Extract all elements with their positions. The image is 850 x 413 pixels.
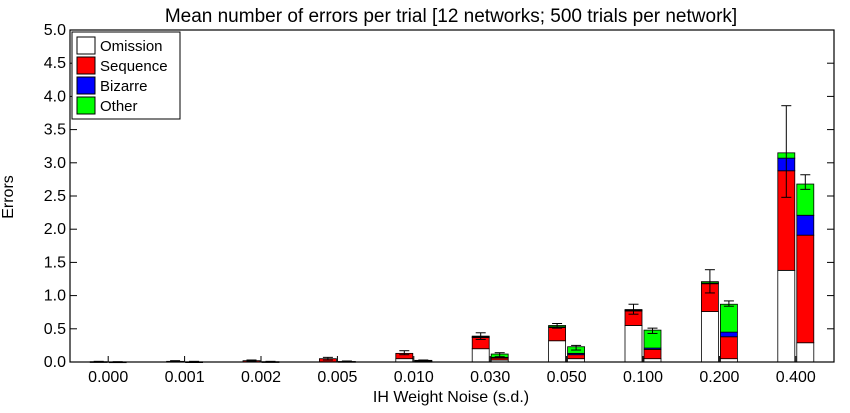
- bar-0.100-2-sequence: [643, 348, 662, 360]
- bar-0.400-2-sequence: [796, 234, 815, 344]
- bar-0.050-1-omission: [548, 340, 566, 363]
- legend-swatch-bizarre: [76, 76, 96, 95]
- y-tick-label-4: 2.0: [44, 221, 66, 238]
- bar-0.200-2-sequence: [720, 336, 738, 360]
- legend-label-bizarre: Bizarre: [100, 78, 148, 95]
- bar-0.050-2-sequence: [567, 354, 585, 360]
- x-axis-title: IH Weight Noise (s.d.): [373, 389, 529, 406]
- bar-0.100-1-omission: [624, 325, 643, 363]
- y-tick-label-5: 2.5: [44, 188, 66, 205]
- bars-group: [89, 152, 815, 364]
- legend-label-sequence: Sequence: [100, 58, 168, 75]
- bar-0.050-1-sequence: [548, 327, 566, 342]
- x-tick-label-2: 0.002: [241, 369, 281, 386]
- y-tick-label-1: 0.5: [44, 321, 66, 338]
- x-axis: 0.000 0.001 0.002 0.005 0.010 0.030 0.050 0.100…: [88, 356, 816, 386]
- x-tick-label-6: 0.050: [547, 369, 587, 386]
- y-tick-label-9: 4.5: [44, 55, 66, 72]
- legend-label-other: Other: [100, 98, 138, 115]
- y-axis-title: Errors: [0, 175, 17, 219]
- legend-swatch-other: [76, 96, 96, 115]
- y-tick-label-6: 3.0: [44, 155, 66, 172]
- legend-label-omission: Omission: [100, 38, 163, 55]
- y-tick-label-2: 1.0: [44, 288, 66, 305]
- plot-frame: [69, 29, 835, 363]
- legend-swatch-omission: [76, 36, 96, 55]
- y-tick-label-3: 1.5: [44, 254, 66, 271]
- y-tick-label-8: 4.0: [44, 88, 66, 105]
- x-tick-label-7: 0.100: [623, 369, 663, 386]
- bar-0.400-2-omission: [796, 342, 815, 363]
- bar-0.200-2-bizarre: [720, 331, 738, 338]
- bar-0.400-2-bizarre: [796, 214, 815, 236]
- bar-0.200-1-omission: [701, 311, 719, 363]
- x-tick-label-9: 0.400: [776, 369, 816, 386]
- bar-0.030-1-omission: [471, 348, 490, 363]
- x-tick-label-1: 0.001: [165, 369, 205, 386]
- y-tick-label-10: 5.0: [44, 22, 66, 39]
- y-tick-label-0: 0.0: [44, 354, 66, 371]
- error-bars-group: [93, 105, 811, 363]
- x-tick-label-4: 0.010: [394, 369, 434, 386]
- y-axis: 0.0 0.5 1.0 1.5 2.0 2.5 3.0 3.5 4.0 4.5 5.0: [44, 22, 834, 371]
- x-tick-label-5: 0.030: [470, 369, 510, 386]
- x-tick-label-0: 0.000: [88, 369, 128, 386]
- x-tick-label-3: 0.005: [317, 369, 357, 386]
- legend: Omission Sequence Bizarre Other: [71, 31, 181, 120]
- x-tick-label-8: 0.200: [699, 369, 739, 386]
- legend-swatch-sequence: [76, 56, 96, 75]
- y-tick-label-7: 3.5: [44, 122, 66, 139]
- bar-0.200-2-other: [720, 303, 738, 333]
- chart-title: Mean number of errors per trial [12 netw…: [165, 6, 737, 27]
- bar-0.400-1-omission: [777, 269, 796, 363]
